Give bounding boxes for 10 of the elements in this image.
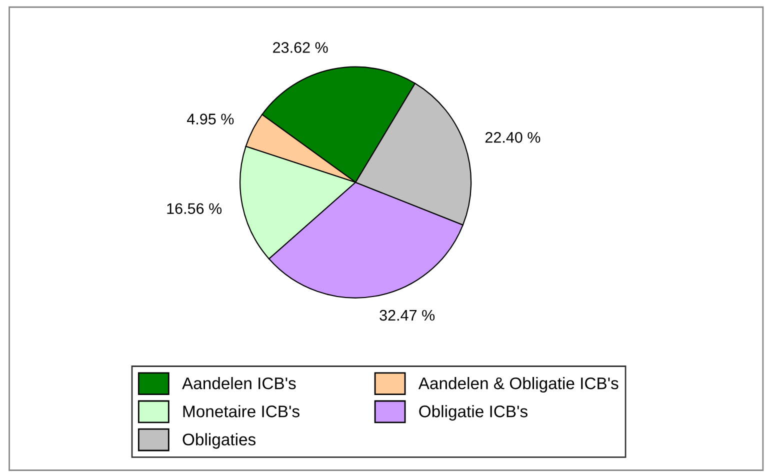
- legend-label: Aandelen & Obligatie ICB's: [418, 377, 618, 393]
- legend-label: Obligaties: [182, 433, 256, 449]
- legend-label: Obligatie ICB's: [419, 405, 528, 421]
- legend-label: Monetaire ICB's: [183, 405, 300, 418]
- data-label: 4.95 %: [187, 114, 234, 124]
- data-label: 32.47 %: [380, 310, 435, 321]
- data-label: 16.56 %: [167, 203, 222, 214]
- data-label: 23.62 %: [273, 42, 328, 53]
- legend-label: Aandelen ICB's: [182, 377, 296, 390]
- data-label: 22.40 %: [485, 132, 540, 143]
